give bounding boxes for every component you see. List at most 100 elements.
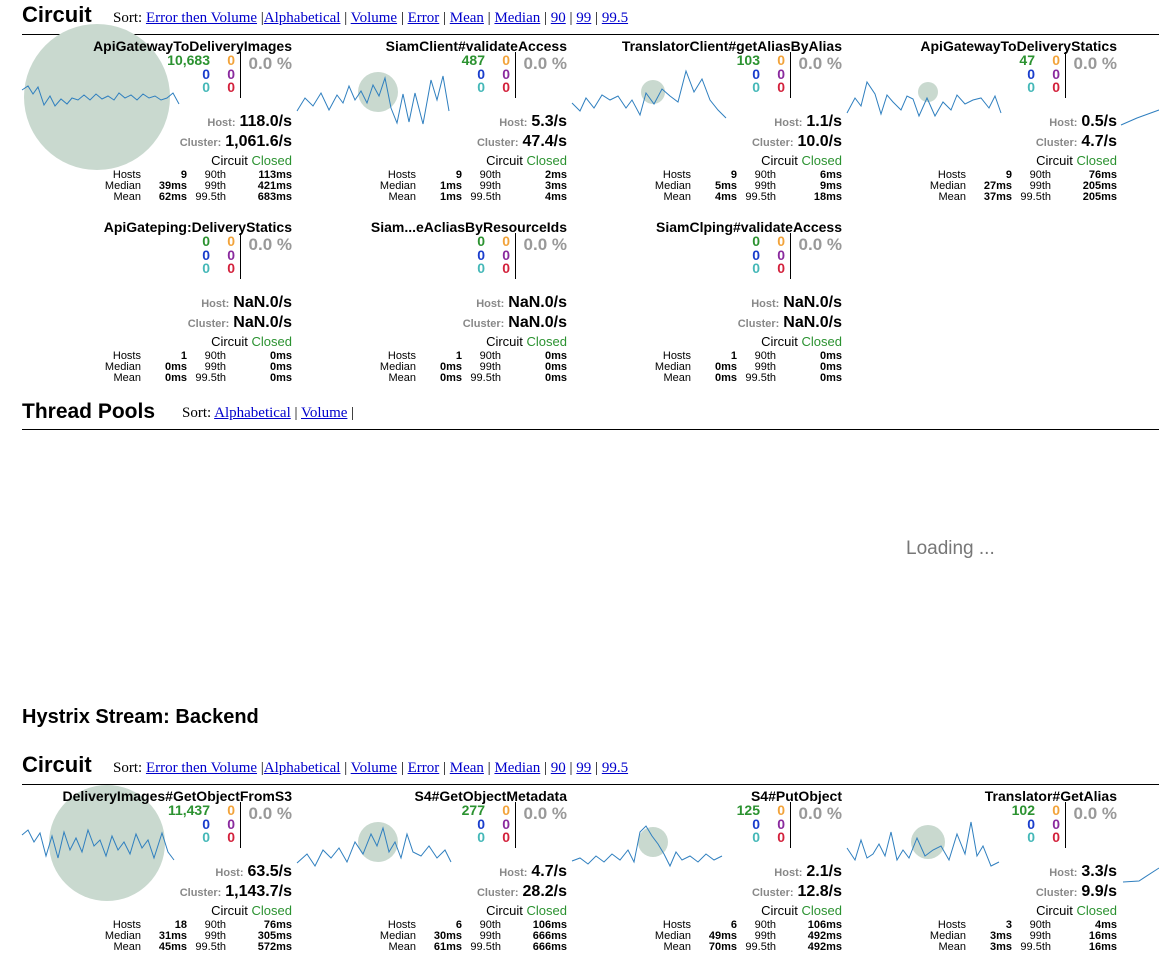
median-label: Median xyxy=(654,930,691,942)
cluster-rate-value: 9.9/s xyxy=(1081,883,1117,900)
error-counts: 0 0 0 xyxy=(223,802,235,845)
hosts-value: 9 xyxy=(180,169,187,181)
p90-value: 4ms xyxy=(1094,919,1117,931)
circuit-card[interactable]: TranslatorClient#getAliasByAlias 103 0 0… xyxy=(571,38,842,216)
cluster-rate-label: Cluster: xyxy=(1035,887,1078,899)
circuit-card[interactable]: ApiGatewayToDeliveryStatics 47 0 0 0 0 0… xyxy=(846,38,1159,216)
sort-90-link[interactable]: 90 xyxy=(550,10,566,26)
p90-value: 0ms xyxy=(544,350,567,362)
bad-request-count: 0 xyxy=(202,260,210,276)
thread-pools-heading: Thread Pools xyxy=(22,400,156,423)
p995-label: 99.5th xyxy=(1020,191,1051,203)
p99-label: 99th xyxy=(1029,180,1051,192)
median-value: 0ms xyxy=(164,361,187,373)
mean-label: Mean xyxy=(663,941,691,953)
timeout-count: 0 xyxy=(227,802,235,818)
median-label: Median xyxy=(104,930,141,942)
sort-error-link[interactable]: Error xyxy=(407,10,440,26)
sort-99-link[interactable]: 99 xyxy=(576,10,592,26)
sort-99-5-link[interactable]: 99.5 xyxy=(601,10,629,26)
success-count: 125 xyxy=(736,802,760,818)
circuit-graph xyxy=(571,69,727,119)
request-counts: 11,437 0 0 xyxy=(140,803,210,845)
sort-90-link[interactable]: 90 xyxy=(550,760,566,776)
median-label: Median xyxy=(104,361,141,373)
p99-label: 99th xyxy=(204,930,226,942)
cluster-rate: Cluster: NaN.0/s xyxy=(738,314,842,332)
counts-divider xyxy=(1065,802,1066,848)
circuit-status: Circuit Closed xyxy=(486,903,567,918)
p995-value: 205ms xyxy=(1082,191,1117,203)
circuit-graph xyxy=(846,80,1159,126)
short-circuited-count: 0 xyxy=(1027,815,1035,832)
p90-value: 106ms xyxy=(807,919,842,931)
circuit-name: ApiGatewayToDeliveryImages xyxy=(93,38,292,54)
sort-99-5-link[interactable]: 99.5 xyxy=(601,760,629,776)
circuit-card[interactable]: SiamClping#validateAccess 0 0 0 0 0 0 0.… xyxy=(572,219,842,397)
sort-median-link[interactable]: Median xyxy=(494,10,541,26)
sort-99-link[interactable]: 99 xyxy=(576,760,592,776)
cluster-rate: Cluster: 1,061.6/s xyxy=(180,133,292,151)
request-sparkline xyxy=(21,828,175,861)
circuit-card[interactable]: DeliveryImages#GetObjectFromS3 11,437 0 … xyxy=(21,785,292,966)
counts-divider xyxy=(240,233,241,279)
median-value: 0ms xyxy=(439,361,462,373)
circuit-status: Circuit Closed xyxy=(211,334,292,349)
circuit-status-label: Circuit xyxy=(486,334,523,349)
error-counts: 0 0 0 xyxy=(773,803,785,845)
circuit-graph xyxy=(296,822,452,867)
hosts-label: Hosts xyxy=(662,350,691,362)
mean-label: Mean xyxy=(388,191,416,203)
request-sparkline xyxy=(846,821,1000,867)
sort-error-then-volume-link[interactable]: Error then Volume xyxy=(145,10,258,26)
error-counts: 0 0 0 xyxy=(223,234,235,276)
stream-title: Hystrix Stream: Backend xyxy=(22,706,259,728)
hosts-label: Hosts xyxy=(662,919,691,931)
circuit-card[interactable]: ApiGateping:DeliveryStatics 0 0 0 0 0 0 … xyxy=(22,219,292,397)
circuit-status-label: Circuit xyxy=(1036,153,1073,168)
tp-sort-volume-link[interactable]: Volume xyxy=(301,405,348,421)
mean-value: 37ms xyxy=(983,191,1012,203)
circuit-card[interactable]: S4#PutObject 125 0 0 0 0 0 0.0 % Host: 2.… xyxy=(571,788,842,966)
cluster-rate: Cluster: 9.9/s xyxy=(1036,883,1117,901)
circuit-card[interactable]: Siam...eAcliasByResourceIds 0 0 0 0 0 0 … xyxy=(297,219,567,397)
mean-label: Mean xyxy=(938,191,966,203)
p90-label: 90th xyxy=(754,169,776,181)
rejected-count: 0 xyxy=(227,815,235,832)
circuit-card[interactable]: S4#GetObjectMetadata 277 0 0 0 0 0 0.0 %… xyxy=(296,788,567,966)
counts-divider xyxy=(240,52,241,98)
latency-table: Hosts 6 90th 106ms Median 49ms 99th 492ms Mean… xyxy=(642,920,842,953)
cluster-rate-label: Cluster: xyxy=(1035,137,1078,149)
circuit-card[interactable]: Translator#GetAlias 102 0 0 0 0 0 0.0 % … xyxy=(846,788,1159,966)
sort-volume-link[interactable]: Volume xyxy=(350,10,398,26)
failure-count: 0 xyxy=(777,829,785,845)
median-value: 31ms xyxy=(158,930,187,942)
sort-mean-link[interactable]: Mean xyxy=(449,10,484,26)
timeout-count: 0 xyxy=(777,52,785,68)
circuit-card[interactable]: ApiGatewayToDeliveryImages 10,683 0 0 0 … xyxy=(21,24,292,216)
sort-mean-link[interactable]: Mean xyxy=(449,760,484,776)
circuit-status: Circuit Closed xyxy=(761,334,842,349)
median-value: 5ms xyxy=(714,180,737,192)
volume-circle xyxy=(641,80,665,104)
request-counts: 10,683 0 0 xyxy=(140,53,210,95)
host-rate: Host: 1.1/s xyxy=(774,113,842,131)
sort-median-link[interactable]: Median xyxy=(494,760,541,776)
short-circuited-count: 0 xyxy=(202,815,210,832)
volume-circle xyxy=(49,785,165,901)
circuit-status-label: Circuit xyxy=(211,903,248,918)
sort-error-then-volume-link[interactable]: Error then Volume xyxy=(145,760,258,776)
cluster-rate-value: 4.7/s xyxy=(1081,133,1117,150)
circuit-card[interactable]: SiamClient#validateAccess 487 0 0 0 0 0 … xyxy=(296,38,567,216)
sort-error-link[interactable]: Error xyxy=(407,760,440,776)
tp-sort-alphabetical-link[interactable]: Alphabetical xyxy=(214,405,291,421)
circuit-status-value: Closed xyxy=(801,334,842,349)
sort-alphabetical-link[interactable]: Alphabetical xyxy=(263,760,341,776)
sort-volume-link[interactable]: Volume xyxy=(350,760,398,776)
sort-alphabetical-link[interactable]: Alphabetical xyxy=(263,10,341,26)
p90-value: 113ms xyxy=(258,169,292,181)
error-counts: 0 0 0 xyxy=(773,52,785,95)
p99-label: 99th xyxy=(1029,930,1051,942)
p90-label: 90th xyxy=(204,919,226,931)
circuit-status-label: Circuit xyxy=(761,153,798,168)
